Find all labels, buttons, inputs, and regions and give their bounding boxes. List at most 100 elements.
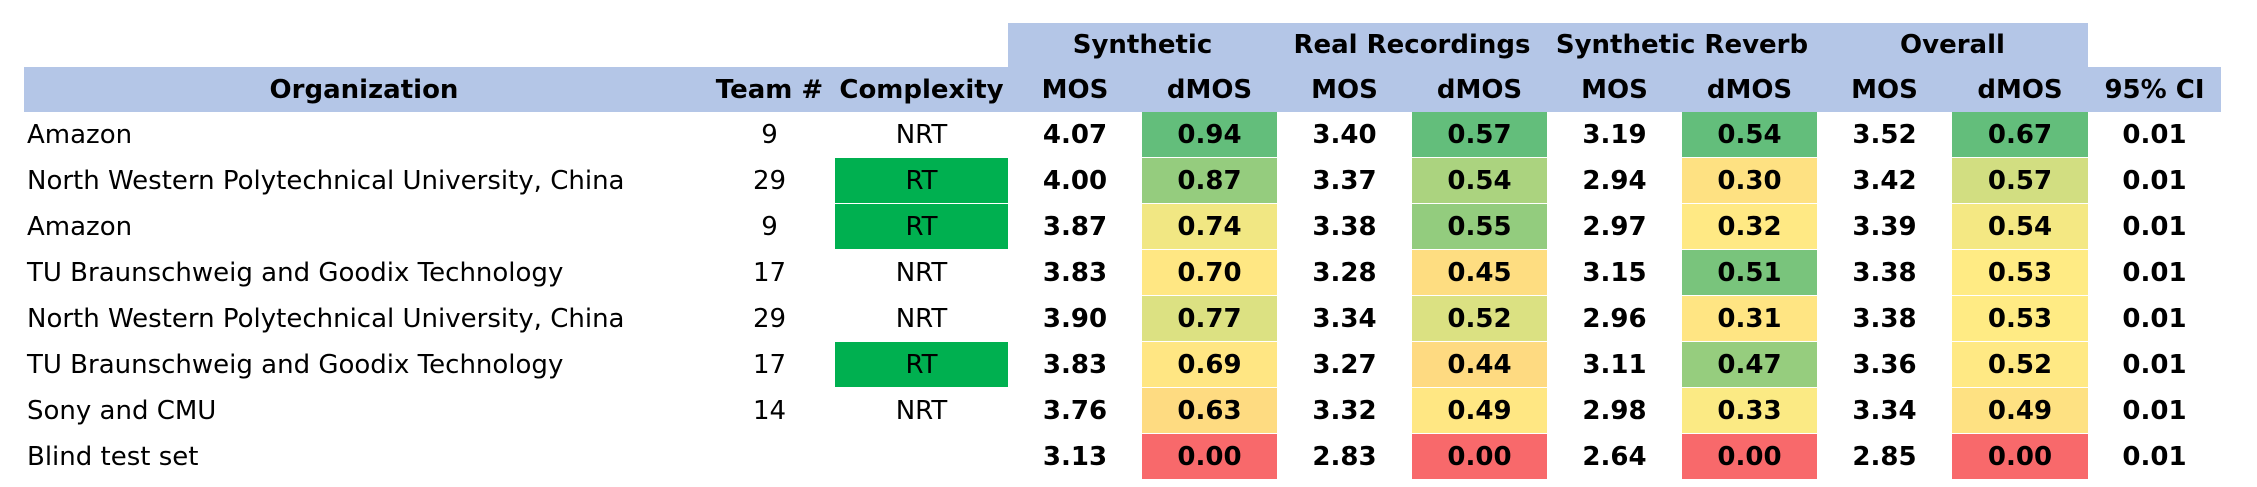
- overall-mos-cell: 3.39: [1817, 203, 1952, 250]
- table-row: North Western Polytechnical University, …: [24, 295, 2221, 342]
- real-dmos-cell: 0.44: [1412, 341, 1547, 388]
- organization-cell: Amazon: [24, 112, 704, 158]
- col-header-overall-dmos: dMOS: [1952, 67, 2088, 112]
- reverb-dmos-cell: 0.30: [1682, 157, 1817, 204]
- real-mos-cell: 3.37: [1277, 157, 1412, 204]
- complexity-cell: NRT: [835, 295, 1008, 342]
- group-header-synthetic: Synthetic: [1008, 23, 1277, 67]
- table-row: TU Braunschweig and Goodix Technology 17 N…: [24, 249, 2221, 296]
- real-mos-cell: 2.83: [1277, 433, 1412, 480]
- real-dmos-cell: 0.55: [1412, 203, 1547, 250]
- table-row: Blind test set 3.13 0.00 2.83 0.00 2.64 0.00 2.…: [24, 433, 2221, 480]
- reverb-dmos-cell: 0.47: [1682, 341, 1817, 388]
- overall-dmos-cell: 0.53: [1952, 249, 2088, 296]
- synthetic-dmos-cell: 0.77: [1142, 295, 1277, 342]
- col-header-organization: Organization: [24, 67, 704, 112]
- overall-mos-cell: 3.38: [1817, 295, 1952, 342]
- synthetic-dmos-cell: 0.00: [1142, 433, 1277, 480]
- synthetic-dmos-cell: 0.87: [1142, 157, 1277, 204]
- table-row: TU Braunschweig and Goodix Technology 17 R…: [24, 341, 2221, 388]
- reverb-mos-cell: 2.64: [1547, 433, 1682, 480]
- reverb-dmos-cell: 0.51: [1682, 249, 1817, 296]
- reverb-mos-cell: 3.19: [1547, 112, 1682, 158]
- table-row: North Western Polytechnical University, …: [24, 157, 2221, 204]
- group-header-blank-ci: [2088, 23, 2221, 67]
- synthetic-mos-cell: 3.87: [1008, 203, 1142, 250]
- reverb-dmos-cell: 0.32: [1682, 203, 1817, 250]
- overall-mos-cell: 3.42: [1817, 157, 1952, 204]
- col-header-synthetic-dmos: dMOS: [1142, 67, 1277, 112]
- group-header-real-recordings: Real Recordings: [1277, 23, 1547, 67]
- group-header-row: Synthetic Real Recordings Synthetic Reve…: [24, 23, 2221, 67]
- synthetic-mos-cell: 3.83: [1008, 341, 1142, 388]
- complexity-cell: RT: [835, 157, 1008, 204]
- synthetic-dmos-cell: 0.74: [1142, 203, 1277, 250]
- overall-dmos-cell: 0.49: [1952, 387, 2088, 434]
- organization-cell: Blind test set: [24, 433, 704, 480]
- table-row: Sony and CMU 14 NRT 3.76 0.63 3.32 0.49 2.98 0.3…: [24, 387, 2221, 434]
- col-header-real-mos: MOS: [1277, 67, 1412, 112]
- real-mos-cell: 3.32: [1277, 387, 1412, 434]
- overall-dmos-cell: 0.67: [1952, 112, 2088, 158]
- synthetic-mos-cell: 3.76: [1008, 387, 1142, 434]
- team-cell: 17: [704, 341, 835, 388]
- reverb-mos-cell: 3.11: [1547, 341, 1682, 388]
- column-header-row: Organization Team # Complexity MOS dMOS …: [24, 67, 2221, 112]
- results-table: Synthetic Real Recordings Synthetic Reve…: [24, 23, 2221, 480]
- reverb-dmos-cell: 0.00: [1682, 433, 1817, 480]
- reverb-dmos-cell: 0.33: [1682, 387, 1817, 434]
- overall-mos-cell: 3.52: [1817, 112, 1952, 158]
- complexity-cell: NRT: [835, 249, 1008, 296]
- real-mos-cell: 3.27: [1277, 341, 1412, 388]
- synthetic-mos-cell: 4.07: [1008, 112, 1142, 158]
- synthetic-dmos-cell: 0.70: [1142, 249, 1277, 296]
- synthetic-mos-cell: 3.13: [1008, 433, 1142, 480]
- ci-cell: 0.01: [2088, 249, 2221, 296]
- synthetic-mos-cell: 3.83: [1008, 249, 1142, 296]
- organization-cell: TU Braunschweig and Goodix Technology: [24, 249, 704, 296]
- overall-dmos-cell: 0.54: [1952, 203, 2088, 250]
- real-mos-cell: 3.28: [1277, 249, 1412, 296]
- table-row: Amazon 9 NRT 4.07 0.94 3.40 0.57 3.19 0.54 3.52 0.…: [24, 112, 2221, 158]
- ci-cell: 0.01: [2088, 112, 2221, 158]
- col-header-synthetic-mos: MOS: [1008, 67, 1142, 112]
- synthetic-dmos-cell: 0.63: [1142, 387, 1277, 434]
- team-cell: 29: [704, 157, 835, 204]
- reverb-dmos-cell: 0.31: [1682, 295, 1817, 342]
- col-header-overall-mos: MOS: [1817, 67, 1952, 112]
- organization-cell: Amazon: [24, 203, 704, 250]
- overall-mos-cell: 2.85: [1817, 433, 1952, 480]
- complexity-cell: RT: [835, 203, 1008, 250]
- synthetic-dmos-cell: 0.69: [1142, 341, 1277, 388]
- col-header-ci: 95% CI: [2088, 67, 2221, 112]
- synthetic-mos-cell: 4.00: [1008, 157, 1142, 204]
- overall-dmos-cell: 0.53: [1952, 295, 2088, 342]
- complexity-cell: NRT: [835, 387, 1008, 434]
- reverb-mos-cell: 2.94: [1547, 157, 1682, 204]
- reverb-mos-cell: 2.96: [1547, 295, 1682, 342]
- ci-cell: 0.01: [2088, 387, 2221, 434]
- ci-cell: 0.01: [2088, 433, 2221, 480]
- overall-dmos-cell: 0.00: [1952, 433, 2088, 480]
- real-dmos-cell: 0.49: [1412, 387, 1547, 434]
- real-mos-cell: 3.38: [1277, 203, 1412, 250]
- complexity-cell: RT: [835, 341, 1008, 388]
- col-header-complexity: Complexity: [835, 67, 1008, 112]
- organization-cell: North Western Polytechnical University, …: [24, 157, 704, 204]
- real-dmos-cell: 0.00: [1412, 433, 1547, 480]
- synthetic-dmos-cell: 0.94: [1142, 112, 1277, 158]
- real-mos-cell: 3.40: [1277, 112, 1412, 158]
- overall-dmos-cell: 0.52: [1952, 341, 2088, 388]
- team-cell: 29: [704, 295, 835, 342]
- complexity-cell: [835, 433, 1008, 480]
- overall-mos-cell: 3.36: [1817, 341, 1952, 388]
- team-cell: 9: [704, 203, 835, 250]
- ci-cell: 0.01: [2088, 203, 2221, 250]
- team-cell: 9: [704, 112, 835, 158]
- organization-cell: North Western Polytechnical University, …: [24, 295, 704, 342]
- group-header-overall: Overall: [1817, 23, 2088, 67]
- ci-cell: 0.01: [2088, 295, 2221, 342]
- team-cell: 14: [704, 387, 835, 434]
- ci-cell: 0.01: [2088, 341, 2221, 388]
- ci-cell: 0.01: [2088, 157, 2221, 204]
